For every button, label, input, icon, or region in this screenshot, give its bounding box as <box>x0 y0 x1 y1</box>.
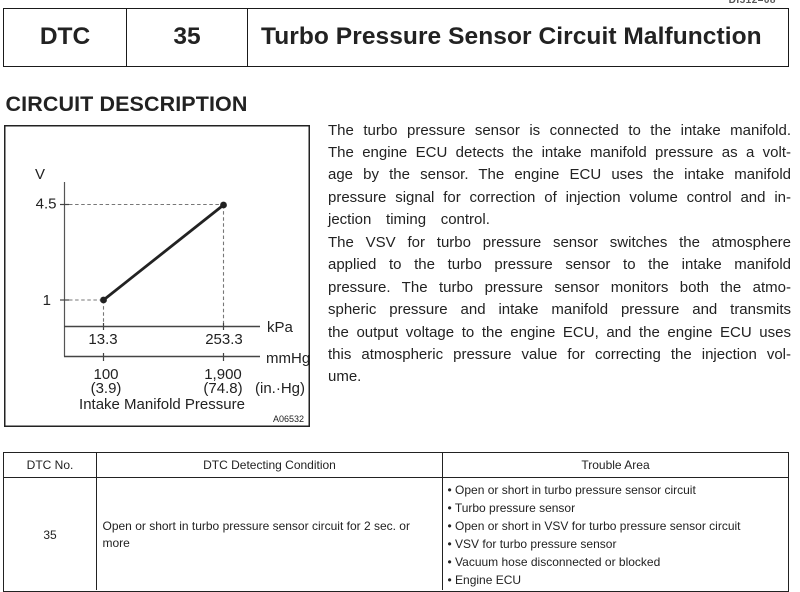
svg-text:253.3: 253.3 <box>205 331 243 348</box>
svg-text:4.5: 4.5 <box>36 196 57 213</box>
svg-text:1,900: 1,900 <box>204 366 242 383</box>
svg-text:1: 1 <box>43 292 51 309</box>
svg-text:13.3: 13.3 <box>88 331 117 348</box>
svg-text:(3.9): (3.9) <box>91 380 122 397</box>
svg-text:100: 100 <box>93 366 118 383</box>
svg-text:(in.·Hg): (in.·Hg) <box>255 380 305 397</box>
svg-text:kPa: kPa <box>267 319 294 336</box>
svg-text:A06532: A06532 <box>273 414 304 424</box>
svg-text:mmHg: mmHg <box>266 350 310 367</box>
svg-text:Intake Manifold Pressure: Intake Manifold Pressure <box>79 396 245 413</box>
svg-text:(74.8): (74.8) <box>203 380 242 397</box>
svg-text:V: V <box>35 166 45 183</box>
